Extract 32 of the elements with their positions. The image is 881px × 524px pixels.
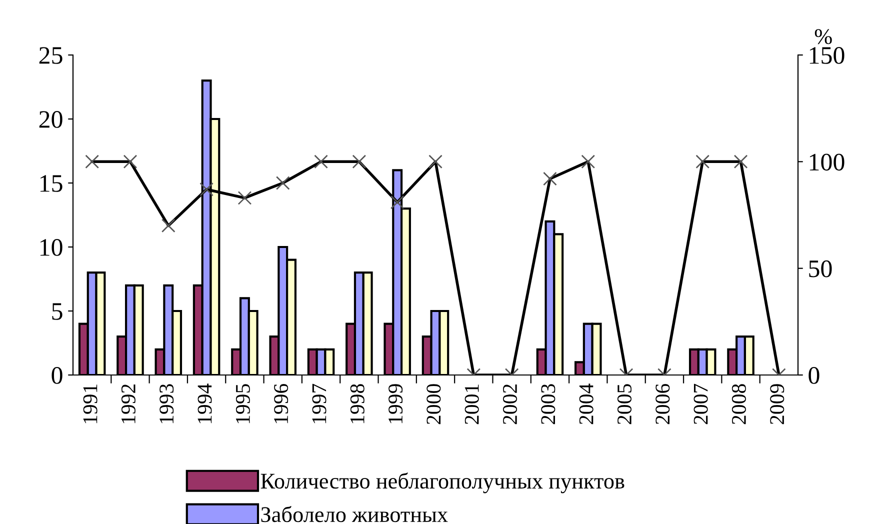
legend-label: Заболело животных [261, 506, 448, 522]
legend-label: Количество неблагополучных пунктов [260, 472, 624, 494]
y-tick-label: 0 [52, 367, 62, 384]
x-tick-label: 1999 [388, 384, 403, 424]
x-tick-label: 1992 [121, 384, 136, 424]
x-tick-label: 1995 [236, 384, 250, 424]
y-tick-label: 25 [39, 47, 62, 64]
x-tick-label: 2009 [770, 384, 784, 424]
y-tick-label: 5 [52, 303, 62, 320]
x-tick-label: 1997 [312, 384, 326, 424]
x-tick-label: 2003 [541, 384, 556, 424]
x-tick-label: 2005 [617, 384, 632, 424]
x-tick-label: 2006 [656, 384, 670, 424]
x-tick-label: 2001 [464, 384, 479, 424]
x-tick-label: 2008 [732, 384, 746, 424]
y2-tick-label: 150 [810, 47, 844, 64]
y2-tick-label: 100 [810, 154, 844, 171]
x-tick-label: 2000 [426, 384, 441, 424]
x-tick-label: 2002 [502, 384, 518, 424]
x-tick-label: 1994 [198, 384, 212, 424]
x-tick-label: 2007 [694, 384, 708, 424]
y-tick-label: 10 [40, 239, 62, 256]
y2-axis-title: % [814, 29, 832, 44]
y-tick-label: 20 [39, 111, 62, 128]
y2-tick-label: 50 [809, 260, 832, 278]
x-tick-label: 2004 [579, 384, 594, 424]
x-tick-label: 1991 [83, 384, 98, 424]
x-tick-label: 1998 [350, 384, 364, 424]
x-tick-label: 1993 [160, 384, 174, 424]
y-tick-label: 15 [40, 175, 62, 192]
y2-tick-label: 0 [808, 367, 820, 384]
x-tick-label: 1996 [274, 384, 288, 424]
